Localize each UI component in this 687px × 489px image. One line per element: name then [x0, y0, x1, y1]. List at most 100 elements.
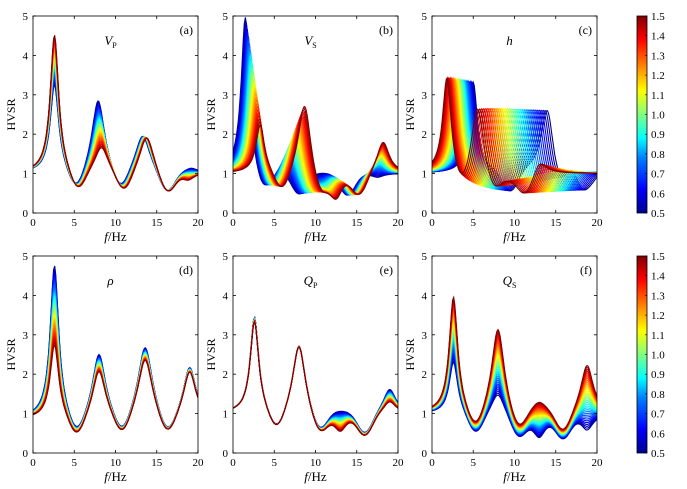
series-line-e-21 — [233, 318, 398, 435]
y-axis-label-b: HVSR — [204, 98, 218, 130]
y-tick-label-f-4: 4 — [422, 290, 428, 302]
series-line-e-32 — [233, 319, 398, 436]
y-axis-label-a: HVSR — [4, 98, 18, 130]
colorbar-2: 1.5 1.4 1.3 1.2 1.1 1.0 0.9 0.8 0.7 0.6 0.5 — [636, 251, 665, 460]
panel-tag-e: (e) — [380, 263, 393, 277]
series-line-e-16 — [233, 317, 398, 435]
x-tick-label-d-0: 0 — [30, 457, 36, 469]
y-tick-label-d-0: 0 — [23, 448, 29, 460]
series-line-e-31 — [233, 319, 398, 436]
series-line-e-1 — [233, 316, 398, 433]
series-line-e-23 — [233, 318, 398, 435]
x-axis-label-f: f/Hz — [503, 469, 526, 484]
series-line-e-7 — [233, 316, 398, 434]
x-tick-label-f-4: 20 — [592, 457, 604, 469]
y-tick-label-e-4: 4 — [223, 290, 229, 302]
panel-tag-b: (b) — [379, 23, 393, 37]
series-line-e-2 — [233, 316, 398, 434]
y-tick-label-e-2: 2 — [223, 369, 229, 381]
y-tick-label-a-5: 5 — [23, 11, 29, 23]
y-tick-label-f-0: 0 — [422, 448, 428, 460]
panel-c: 0 5 10 15 20 0 1 2 3 4 5 HVSR f/Hz h (c) — [403, 11, 603, 244]
panel-tag-a: (a) — [180, 23, 193, 37]
y-tick-label-d-3: 3 — [23, 330, 29, 342]
series-line-e-27 — [233, 319, 398, 436]
colorbar-tick-label-1-0: 1.5 — [651, 11, 665, 23]
y-tick-label-a-0: 0 — [23, 208, 29, 220]
colorbar-tick-label-2-9: 0.6 — [651, 428, 665, 440]
y-tick-label-e-3: 3 — [223, 330, 229, 342]
series-line-e-18 — [233, 318, 398, 435]
colorbar-tick-label-2-3: 1.2 — [651, 310, 665, 322]
x-axis-label-a: f/Hz — [104, 229, 127, 244]
x-tick-label-b-0: 0 — [230, 217, 236, 229]
x-tick-label-e-4: 20 — [393, 457, 405, 469]
panel-tag-f: (f) — [580, 263, 592, 277]
x-tick-label-f-1: 5 — [471, 457, 477, 469]
panel-d: 0 5 10 15 20 0 1 2 3 4 5 HVSR f/Hz ρ (d) — [4, 251, 204, 484]
x-tick-label-a-3: 15 — [151, 217, 163, 229]
series-group-a — [33, 35, 198, 192]
series-line-b-35 — [233, 105, 398, 200]
x-tick-label-b-1: 5 — [272, 217, 278, 229]
colorbar-tick-label-2-7: 0.8 — [651, 389, 665, 401]
x-tick-label-c-1: 5 — [471, 217, 477, 229]
x-tick-label-d-1: 5 — [72, 457, 78, 469]
x-axis-label-e: f/Hz — [304, 469, 327, 484]
y-tick-label-a-1: 1 — [23, 169, 29, 181]
series-line-e-12 — [233, 317, 398, 434]
x-tick-label-f-2: 10 — [509, 457, 521, 469]
y-tick-label-d-2: 2 — [23, 369, 29, 381]
x-axis-label-d: f/Hz — [104, 469, 127, 484]
series-line-e-4 — [233, 316, 398, 434]
x-axis-label-c: f/Hz — [503, 229, 526, 244]
series-line-e-9 — [233, 317, 398, 434]
series-line-e-10 — [233, 317, 398, 434]
colorbar-tick-label-1-4: 1.1 — [651, 90, 665, 102]
param-label-d: ρ — [106, 273, 113, 288]
colorbar-tick-label-1-5: 1.0 — [651, 110, 665, 122]
y-tick-label-f-3: 3 — [422, 330, 428, 342]
series-line-a-35 — [33, 35, 198, 192]
series-line-e-28 — [233, 319, 398, 436]
series-line-e-20 — [233, 318, 398, 435]
x-tick-label-a-1: 5 — [72, 217, 78, 229]
y-tick-label-c-4: 4 — [422, 50, 428, 62]
x-tick-label-c-0: 0 — [429, 217, 435, 229]
colorbar-tick-label-2-4: 1.1 — [651, 330, 665, 342]
x-tick-label-e-3: 15 — [351, 457, 363, 469]
param-label-f: QS — [503, 273, 517, 290]
series-line-a-29 — [33, 43, 198, 192]
colorbar-tick-label-2-6: 0.9 — [651, 369, 665, 381]
y-tick-label-e-5: 5 — [223, 251, 229, 263]
series-line-c-35 — [432, 77, 597, 194]
series-line-e-3 — [233, 316, 398, 434]
series-line-e-33 — [233, 319, 398, 436]
x-tick-label-a-4: 20 — [193, 217, 205, 229]
param-label-a: VP — [104, 33, 117, 50]
series-line-e-29 — [233, 319, 398, 436]
series-group-d — [33, 265, 198, 433]
y-tick-label-e-0: 0 — [223, 448, 229, 460]
y-tick-label-a-2: 2 — [23, 129, 29, 141]
series-group-b — [233, 17, 398, 200]
x-tick-label-b-3: 15 — [351, 217, 363, 229]
panel-b: 0 5 10 15 20 0 1 2 3 4 5 HVSR f/Hz VS (b) — [204, 11, 404, 244]
x-tick-label-f-3: 15 — [550, 457, 562, 469]
series-line-e-13 — [233, 317, 398, 434]
y-tick-label-b-4: 4 — [223, 50, 229, 62]
colorbar-tick-label-2-1: 1.4 — [651, 271, 665, 283]
param-label-e: QP — [304, 273, 318, 290]
x-tick-label-a-0: 0 — [30, 217, 36, 229]
x-axis-label-b: f/Hz — [304, 229, 327, 244]
y-tick-label-f-1: 1 — [422, 409, 428, 421]
x-tick-label-d-4: 20 — [193, 457, 205, 469]
series-line-e-35 — [233, 320, 398, 436]
y-tick-label-f-5: 5 — [422, 251, 428, 263]
y-tick-label-d-1: 1 — [23, 409, 29, 421]
series-group-f — [432, 295, 597, 440]
series-line-e-0 — [233, 315, 398, 433]
series-line-d-35 — [33, 343, 198, 433]
param-label-b: VS — [304, 33, 316, 50]
y-axis-label-c: HVSR — [403, 98, 417, 130]
